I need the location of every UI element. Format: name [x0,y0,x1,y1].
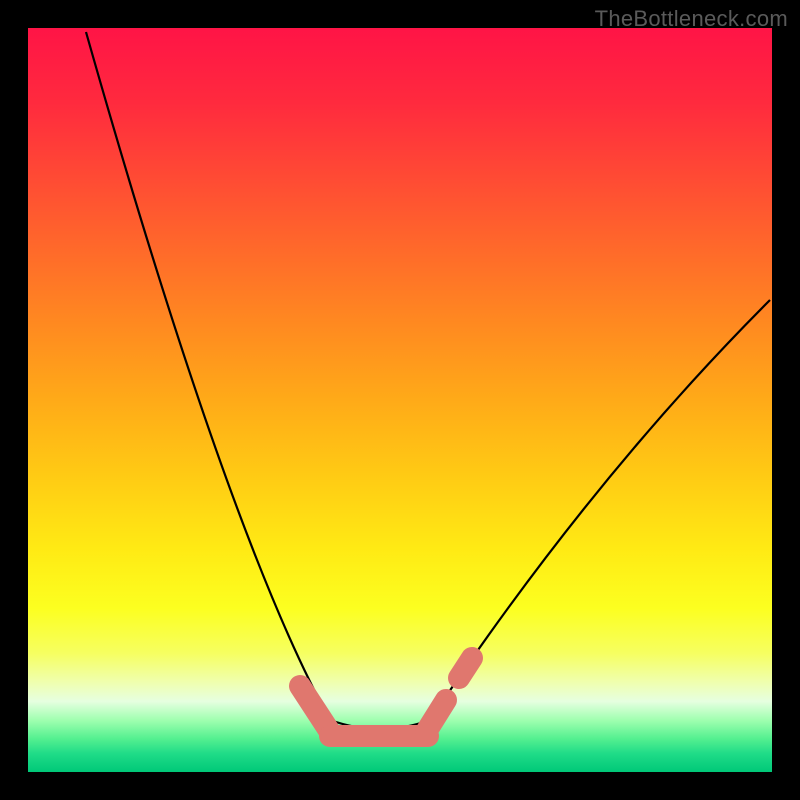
highlight-segment-3 [459,658,472,678]
gradient-background [28,28,772,772]
bottleneck-chart [0,0,800,800]
